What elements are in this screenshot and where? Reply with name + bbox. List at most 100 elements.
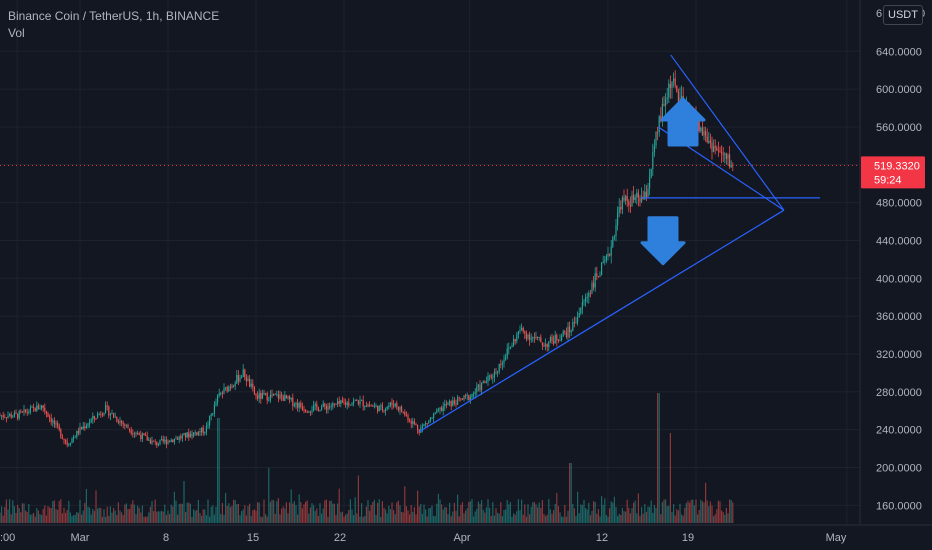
candle-body <box>501 363 503 365</box>
volume-bar <box>311 503 313 523</box>
candle-body <box>13 412 15 417</box>
volume-bar <box>388 505 390 523</box>
candle-body <box>460 398 462 400</box>
volume-bar <box>706 500 708 523</box>
candle-body <box>620 207 622 210</box>
volume-bar <box>453 502 455 523</box>
candle-body <box>237 375 239 382</box>
candle-body <box>596 273 598 277</box>
candle-body <box>477 384 479 387</box>
candle-body <box>1 415 3 417</box>
candle-body <box>156 442 158 446</box>
candle-body <box>721 152 723 154</box>
volume-bar <box>362 516 364 523</box>
candle-body <box>605 256 607 261</box>
volume-bar <box>146 516 148 523</box>
volume-bar <box>412 512 414 523</box>
candle-body <box>658 116 660 133</box>
volume-bar <box>274 513 276 523</box>
volume-bar <box>724 514 726 523</box>
volume-bar <box>201 515 203 523</box>
candle-body <box>439 407 441 410</box>
candle-body <box>359 400 361 405</box>
time-tick-label: 12 <box>596 532 608 544</box>
candle-body <box>719 151 721 153</box>
candle-body <box>277 394 279 399</box>
candle-body <box>380 405 382 407</box>
candle-body <box>346 402 348 405</box>
candle-body <box>10 414 12 418</box>
candle-body <box>234 383 236 387</box>
volume-indicator-label[interactable]: Vol <box>8 26 25 40</box>
volume-bar <box>490 515 492 523</box>
candle-body <box>220 393 222 394</box>
volume-bar <box>284 508 286 523</box>
candle-body <box>268 400 270 401</box>
candle-body <box>39 408 41 410</box>
volume-bar <box>685 502 687 523</box>
candle-body <box>353 400 355 404</box>
volume-bar <box>617 516 619 523</box>
candle-body <box>498 364 500 372</box>
volume-bar <box>532 502 534 523</box>
volume-bar <box>730 499 732 523</box>
candle-body <box>669 83 671 88</box>
candle-body <box>361 400 363 402</box>
volume-bar <box>125 503 127 523</box>
volume-bar <box>111 512 113 523</box>
time-axis[interactable]: :00 Mar 8 15 22 Apr 12 19 May <box>0 524 932 544</box>
candle-body <box>7 415 9 418</box>
candle-body <box>372 405 374 407</box>
volume-bar <box>193 509 195 523</box>
candle-body <box>628 200 630 206</box>
candle-body <box>681 95 683 98</box>
time-tick-label: Mar <box>71 532 90 544</box>
price-tick-label: 440.0000 <box>876 235 922 247</box>
volume-bar <box>161 510 163 523</box>
candle-body <box>207 425 209 427</box>
candle-body <box>525 333 527 339</box>
candle-body <box>85 425 87 429</box>
volume-bar <box>644 504 646 523</box>
volume-bar <box>242 509 244 523</box>
currency-badge[interactable]: USDT <box>883 5 923 25</box>
volume-bar <box>543 514 545 523</box>
trendline-drawings[interactable] <box>419 54 820 433</box>
candle-body <box>100 413 102 415</box>
candle-body <box>37 405 39 410</box>
candle-body <box>553 341 555 344</box>
candle-body <box>586 296 588 298</box>
candle-body <box>309 411 311 413</box>
volume-bar <box>52 501 54 523</box>
candle-body <box>730 165 732 168</box>
current-price-tag <box>861 156 925 189</box>
volume-bar <box>167 510 169 523</box>
volume-bar <box>322 508 324 523</box>
volume-bar <box>628 507 630 523</box>
volume-bar <box>596 513 598 523</box>
volume-bar <box>324 500 326 523</box>
volume-bar <box>170 504 172 523</box>
candle-body <box>631 195 633 207</box>
candle-body <box>725 153 727 159</box>
volume-bar <box>135 513 137 523</box>
volume-bar <box>119 510 121 523</box>
arrow-annotations[interactable] <box>640 97 706 266</box>
volume-bar <box>613 496 615 523</box>
price-axis[interactable]: 640.0000600.0000560.0000520.0000480.0000… <box>859 0 925 525</box>
volume-bar <box>396 502 398 523</box>
candle-body <box>497 371 499 373</box>
volume-bar <box>205 515 207 523</box>
volume-bar <box>159 511 161 523</box>
volume-bar <box>282 506 284 523</box>
candle-body <box>116 416 118 422</box>
candle-body <box>332 403 334 407</box>
candle-body <box>402 411 404 413</box>
candle-body <box>121 421 123 423</box>
candle-body <box>77 430 79 434</box>
symbol-title[interactable]: Binance Coin / TetherUS, 1h, BINANCE <box>8 9 220 23</box>
volume-bar <box>341 511 343 523</box>
candle-body <box>189 434 191 438</box>
volume-bar <box>413 507 415 523</box>
